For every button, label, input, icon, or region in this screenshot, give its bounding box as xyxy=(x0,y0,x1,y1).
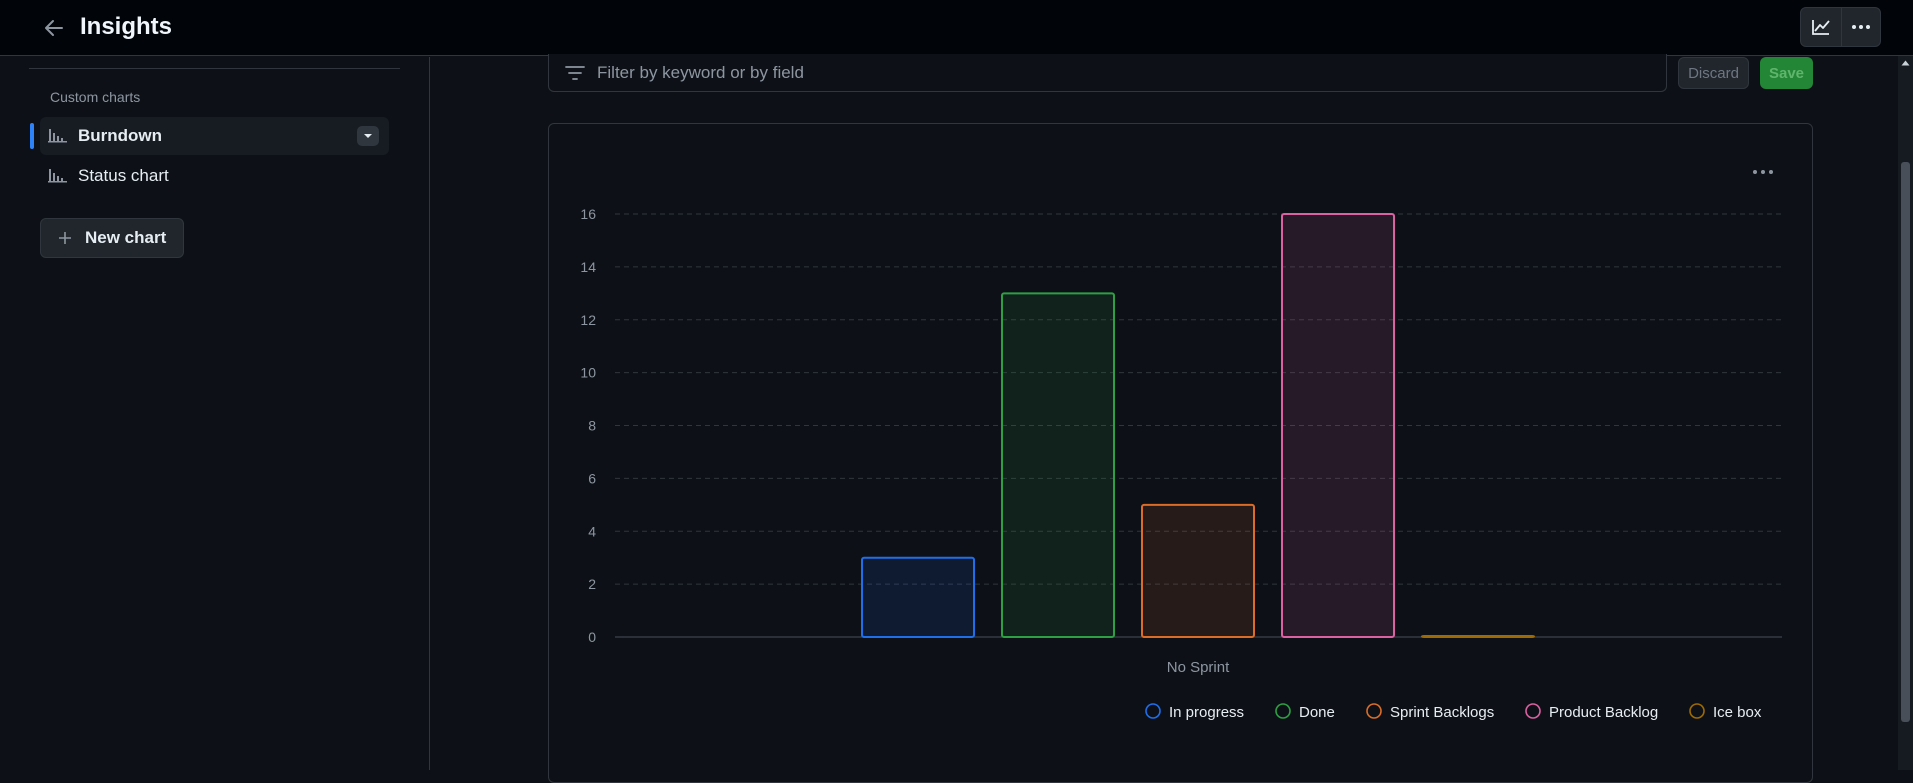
legend-swatch xyxy=(1689,703,1705,719)
filter-placeholder: Filter by keyword or by field xyxy=(597,62,804,82)
bar-product-backlog xyxy=(1281,213,1395,638)
chart-menu-button[interactable] xyxy=(1748,160,1778,184)
legend-label: Ice box xyxy=(1713,704,1762,721)
y-tick-label: 6 xyxy=(588,470,596,486)
bar-done xyxy=(1001,292,1115,638)
discard-button[interactable]: Discard xyxy=(1678,57,1749,89)
sidebar-divider xyxy=(29,68,400,69)
y-tick-label: 4 xyxy=(588,523,596,539)
scroll-up-button[interactable] xyxy=(1900,58,1911,68)
legend-swatch xyxy=(1145,703,1161,719)
bar-chart-icon xyxy=(48,129,67,143)
legend-swatch xyxy=(1366,703,1382,719)
bar-sprint-backlogs xyxy=(1141,503,1255,638)
legend-swatch xyxy=(1525,703,1541,719)
insights-chart-button[interactable] xyxy=(1801,8,1841,46)
new-chart-button[interactable]: New chart xyxy=(40,218,184,258)
legend-label: Product Backlog xyxy=(1549,704,1658,721)
x-category-label: No Sprint xyxy=(1167,659,1230,676)
scrollbar-thumb[interactable] xyxy=(1901,162,1910,722)
section-label-custom-charts: Custom charts xyxy=(50,89,141,105)
back-button[interactable] xyxy=(40,14,68,42)
triangle-up-icon xyxy=(1901,60,1910,66)
plus-icon xyxy=(59,232,71,244)
kebab-horizontal-icon xyxy=(1851,25,1870,29)
bar-ice-box xyxy=(1421,635,1535,638)
y-tick-label: 16 xyxy=(580,206,596,222)
chart-options-dropdown[interactable] xyxy=(357,126,379,146)
page-title: Insights xyxy=(80,13,173,40)
y-tick-label: 2 xyxy=(588,576,596,592)
y-tick-label: 8 xyxy=(588,418,596,434)
y-tick-label: 0 xyxy=(588,629,596,645)
sidebar-item-label: Status chart xyxy=(78,166,169,185)
more-options-button[interactable] xyxy=(1840,8,1881,46)
save-button[interactable]: Save xyxy=(1760,57,1813,89)
sidebar-item-burndown[interactable]: Burndown xyxy=(30,117,389,155)
y-tick-label: 10 xyxy=(580,365,596,381)
graph-icon xyxy=(1811,20,1830,35)
triangle-down-icon xyxy=(364,134,372,138)
filter-icon xyxy=(565,65,585,80)
new-chart-label: New chart xyxy=(85,228,167,247)
sidebar: Custom charts Burndown Status chart xyxy=(0,57,430,770)
legend-label: Done xyxy=(1299,704,1335,721)
chart-card xyxy=(548,123,1813,783)
y-tick-label: 14 xyxy=(580,259,596,275)
y-tick-label: 12 xyxy=(580,312,596,328)
legend-label: Sprint Backlogs xyxy=(1390,704,1494,721)
sidebar-item-status-chart[interactable]: Status chart xyxy=(40,157,389,195)
sidebar-item-label: Burndown xyxy=(78,126,163,145)
filter-input[interactable]: Filter by keyword or by field xyxy=(548,54,1667,92)
arrow-left-icon xyxy=(45,20,63,36)
legend-label: In progress xyxy=(1169,704,1244,721)
top-bar: Insights xyxy=(0,0,1913,56)
bar-in-progress xyxy=(861,556,975,638)
bar-chart-icon xyxy=(48,169,67,183)
kebab-horizontal-icon xyxy=(1753,170,1773,174)
legend-swatch xyxy=(1275,703,1291,719)
chart-actions-group xyxy=(1800,7,1881,47)
